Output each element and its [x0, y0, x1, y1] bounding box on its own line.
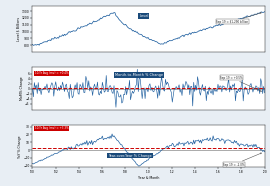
Y-axis label: MoM% Change: MoM% Change [20, 77, 24, 100]
Text: Year-over-Year % Change: Year-over-Year % Change [108, 154, 152, 158]
X-axis label: Year & Month: Year & Month [138, 176, 159, 180]
Text: 10-Yr Avg (mv) = +0.4%: 10-Yr Avg (mv) = +0.4% [35, 71, 68, 75]
Text: Level: Level [139, 14, 149, 18]
Text: Sep 19 = -2.0%: Sep 19 = -2.0% [223, 153, 261, 167]
Text: Month-to-Month % Change: Month-to-Month % Change [115, 73, 163, 77]
Text: Sep 19 = +0.5%: Sep 19 = +0.5% [220, 76, 262, 91]
Y-axis label: YoY % Change: YoY % Change [18, 135, 22, 158]
Text: Sep 19 = $1,290 billion: Sep 19 = $1,290 billion [216, 12, 261, 24]
Text: 10-Yr Avg (mv) = +3.3%: 10-Yr Avg (mv) = +3.3% [35, 126, 69, 130]
Y-axis label: Level $ Billions: Level $ Billions [16, 17, 20, 41]
